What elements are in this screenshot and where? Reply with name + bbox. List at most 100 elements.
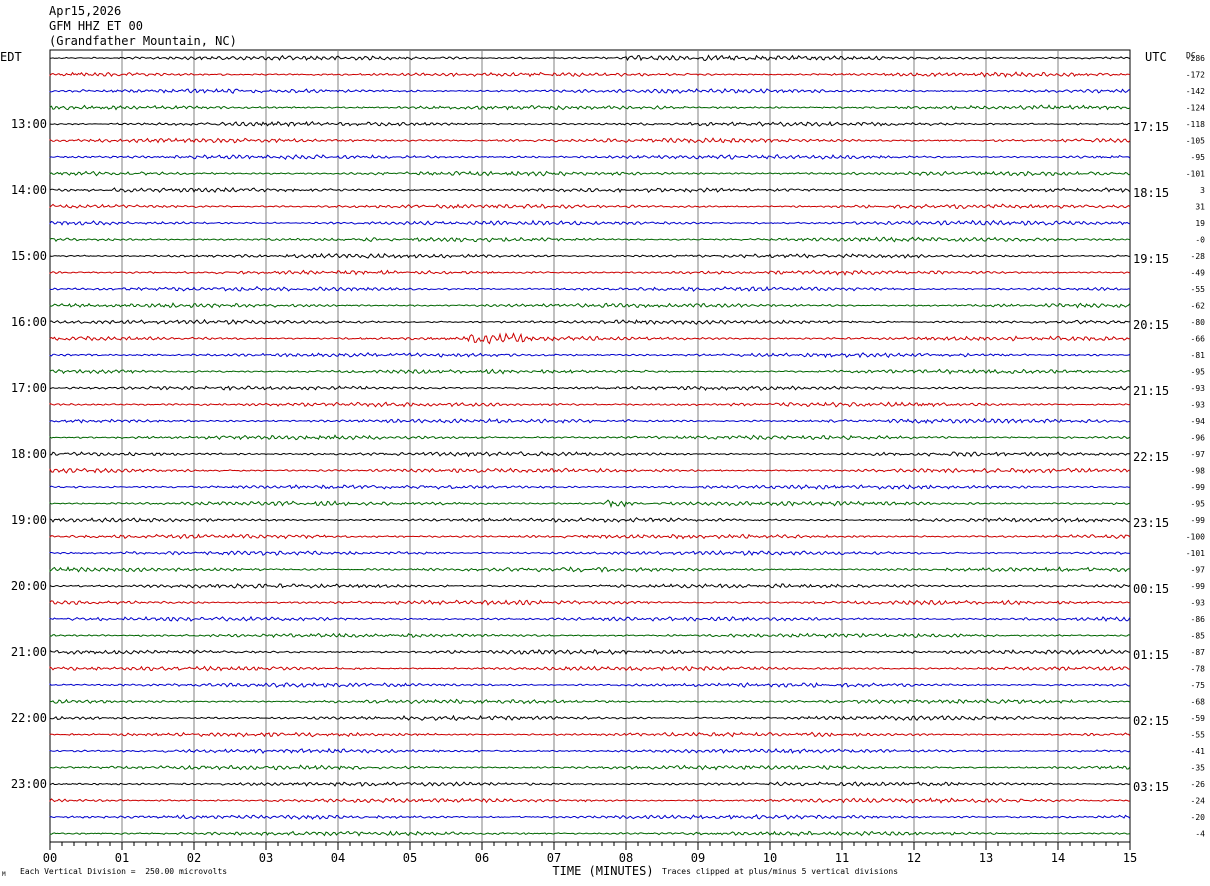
dc-offset-label: -20 (1191, 813, 1206, 822)
x-tick-label: 13 (979, 851, 993, 865)
edt-hour-label: 21:00 (11, 645, 47, 659)
seismic-trace (49, 252, 1131, 259)
dc-offset-label: -286 (1186, 54, 1205, 63)
seismic-trace (49, 186, 1131, 194)
trace-group (49, 54, 1131, 837)
seismic-trace (49, 467, 1131, 474)
edt-label: EDT (0, 50, 22, 64)
dc-offset-label: -26 (1191, 780, 1206, 789)
dc-offset-label: -101 (1186, 549, 1205, 558)
seismic-trace (49, 615, 1131, 622)
utc-hour-label: 22:15 (1133, 450, 1169, 464)
dc-offset-label: -93 (1191, 401, 1206, 410)
dc-offset-label: -62 (1191, 302, 1206, 311)
seismic-trace (49, 87, 1131, 94)
seismic-trace (49, 781, 1131, 787)
dc-offset-label: -96 (1191, 434, 1206, 443)
dc-offset-label: -55 (1191, 731, 1206, 740)
corner-mark: M (2, 871, 6, 878)
dc-offset-label: -80 (1191, 318, 1206, 327)
utc-hour-label: 20:15 (1133, 318, 1169, 332)
seismic-trace (49, 499, 1131, 509)
x-tick-label: 10 (763, 851, 777, 865)
dc-offset-label: -86 (1191, 615, 1206, 624)
x-tick-label: 09 (691, 851, 705, 865)
seismic-trace (49, 137, 1131, 144)
x-tick-label: 07 (547, 851, 561, 865)
dc-label: DC (1186, 51, 1196, 60)
edt-hour-label: 19:00 (11, 513, 47, 527)
edt-hour-label: 16:00 (11, 315, 47, 329)
dc-offset-label: -172 (1186, 71, 1205, 80)
seismic-trace (49, 434, 1131, 441)
seismic-trace (49, 649, 1131, 656)
clip-note: Traces clipped at plus/minus 5 vertical … (662, 867, 899, 876)
dc-offset-label: -78 (1191, 665, 1206, 674)
seismic-trace (49, 714, 1131, 721)
utc-label: UTC (1145, 50, 1167, 64)
seismic-trace (49, 104, 1131, 111)
seismic-trace (49, 203, 1131, 210)
dc-offset-label: -81 (1191, 351, 1206, 360)
seismic-trace (49, 451, 1131, 458)
seismic-trace (49, 814, 1131, 820)
grid (49, 49, 1131, 850)
utc-hour-label: 00:15 (1133, 582, 1169, 596)
seismic-trace (49, 517, 1131, 524)
x-tick-label: 05 (403, 851, 417, 865)
seismic-trace (49, 583, 1131, 589)
seismic-trace (49, 632, 1131, 639)
date-label: Apr15,2026 (49, 4, 122, 18)
seismic-trace (49, 484, 1131, 490)
edt-hour-label: 20:00 (11, 579, 47, 593)
x-tick-label: 08 (619, 851, 633, 865)
dc-offset-label: -28 (1191, 252, 1206, 261)
edt-hour-label: 22:00 (11, 711, 47, 725)
edt-hour-label: 15:00 (11, 249, 47, 263)
utc-hour-label: 17:15 (1133, 120, 1169, 134)
dc-offset-label: -97 (1191, 566, 1206, 575)
seismic-trace (49, 566, 1131, 573)
dc-offset-label: -93 (1191, 599, 1206, 608)
seismic-trace (49, 269, 1131, 276)
dc-offset-label: -142 (1186, 87, 1205, 96)
dc-offset-label: -4 (1195, 830, 1205, 839)
x-tick-label: 04 (331, 851, 345, 865)
seismic-trace (49, 54, 1131, 62)
x-tick-label: 11 (835, 851, 849, 865)
plot-frame (49, 49, 1131, 843)
utc-hour-label: 21:15 (1133, 384, 1169, 398)
dc-offset-label: -95 (1191, 500, 1206, 509)
seismic-trace (49, 285, 1131, 292)
dc-offset-label: -75 (1191, 681, 1206, 690)
dc-offset-label: 31 (1195, 203, 1205, 212)
seismic-trace (49, 318, 1131, 325)
location-label: (Grandfather Mountain, NC) (49, 34, 237, 48)
dc-offset-label: -118 (1186, 120, 1205, 129)
seismic-trace (49, 599, 1131, 606)
dc-offset-label: -49 (1191, 269, 1206, 278)
seismic-trace (49, 154, 1131, 160)
seismic-trace (49, 731, 1131, 738)
dc-offset-label: -85 (1191, 632, 1206, 641)
edt-hour-label: 14:00 (11, 183, 47, 197)
seismic-trace (49, 352, 1131, 359)
dc-offset-label: -124 (1186, 104, 1205, 113)
dc-offset-label: -68 (1191, 698, 1206, 707)
x-axis-title: TIME (MINUTES) (552, 864, 653, 878)
seismic-trace (49, 236, 1131, 243)
dc-offset-label: -99 (1191, 483, 1206, 492)
x-tick-label: 15 (1123, 851, 1137, 865)
dc-offset-label: -99 (1191, 516, 1206, 525)
seismic-trace (49, 533, 1131, 540)
seismic-trace (49, 830, 1131, 837)
seismic-trace (49, 332, 1130, 345)
utc-hour-label: 18:15 (1133, 186, 1169, 200)
x-tick-label: 02 (187, 851, 201, 865)
utc-hour-label: 23:15 (1133, 516, 1169, 530)
dc-offset-label: -55 (1191, 285, 1206, 294)
dc-offset-label: -97 (1191, 450, 1206, 459)
dc-offset-label: 3 (1200, 186, 1205, 195)
seismic-trace (49, 549, 1131, 556)
edt-hour-label: 18:00 (11, 447, 47, 461)
